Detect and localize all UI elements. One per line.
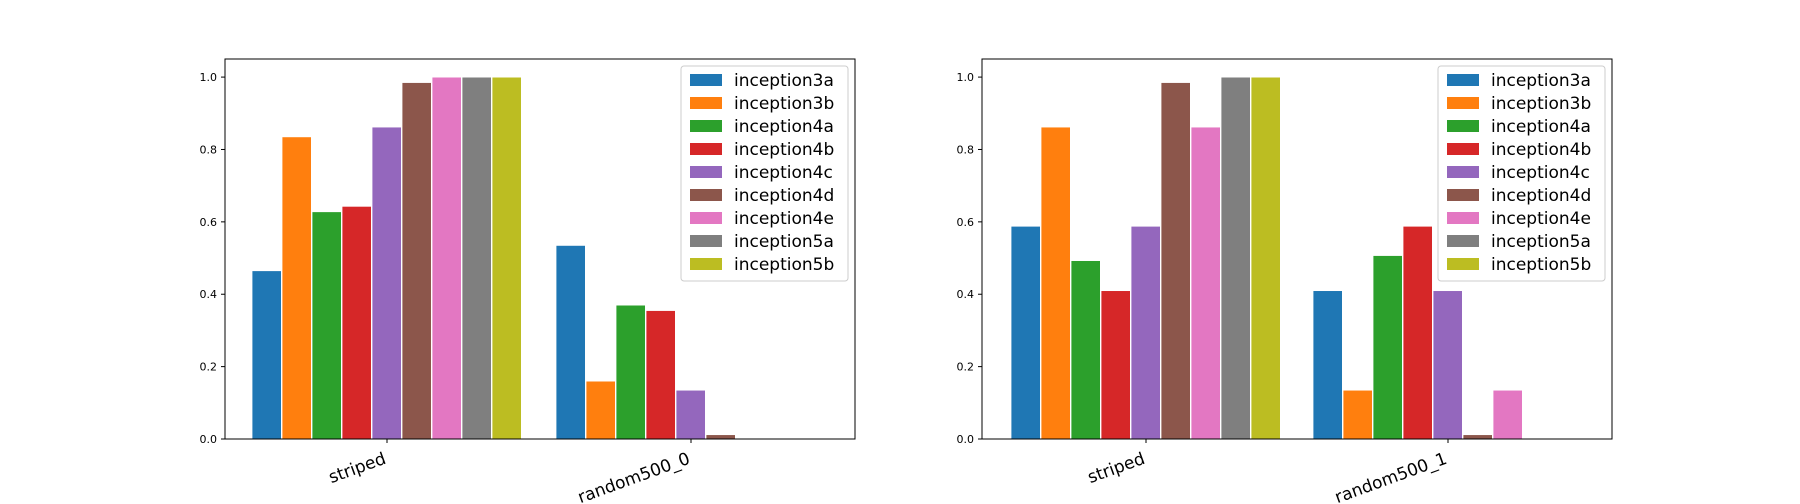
bar-inception3a-striped — [251, 270, 282, 440]
bar-inception4a-random500_1 — [1372, 255, 1403, 440]
legend-swatch — [690, 235, 722, 247]
bar-inception4d-striped — [1160, 82, 1191, 440]
legend-label: inception4c — [734, 163, 833, 183]
legend-label: inception3a — [734, 71, 834, 91]
bar-inception5b-striped — [1250, 76, 1281, 440]
legend-label: inception4b — [1491, 140, 1591, 160]
legend-swatch — [1447, 74, 1479, 86]
axes-frame — [224, 58, 856, 440]
bars-group — [251, 76, 736, 440]
chart-right: 0.00.20.40.60.81.0 striped random500_1 in… — [957, 58, 1613, 504]
y-tick-label: 0.8 — [957, 143, 975, 156]
bar-inception5a-striped — [461, 76, 492, 440]
y-tick-label: 0.6 — [200, 216, 218, 229]
bar-inception4c-random500_0 — [675, 389, 706, 440]
y-tick-label: 0.2 — [200, 361, 218, 374]
legend-label: inception5a — [1491, 232, 1591, 252]
y-tick-label: 0.0 — [200, 433, 218, 446]
y-tick-label: 0.4 — [200, 288, 218, 301]
bar-inception4c-striped — [371, 126, 402, 440]
legend-swatch — [1447, 143, 1479, 155]
legend-swatch — [690, 189, 722, 201]
legend-swatch — [690, 120, 722, 132]
legend-label: inception4e — [734, 209, 834, 229]
bar-inception3a-random500_1 — [1312, 290, 1343, 440]
y-axis: 0.0 0.2 0.4 0.6 0.8 1.0 — [957, 71, 982, 446]
legend-swatch — [690, 166, 722, 178]
bar-inception4a-random500_0 — [615, 304, 646, 440]
bar-inception4b-random500_0 — [645, 310, 676, 440]
bar-inception4e-striped — [1190, 126, 1221, 440]
legend-swatch — [690, 258, 722, 270]
bar-inception4d-random500_0 — [705, 434, 736, 440]
y-tick-label: 0.0 — [957, 433, 975, 446]
legend-swatch — [1447, 166, 1479, 178]
legend-swatch — [1447, 97, 1479, 109]
bar-inception4c-random500_1 — [1432, 290, 1463, 440]
bar-inception4a-striped — [311, 211, 342, 440]
bar-inception3b-striped — [281, 136, 312, 440]
bar-inception3b-striped — [1040, 126, 1071, 440]
legend-label: inception4a — [1491, 117, 1591, 137]
legend: inception3a inception3b inception4a incepti… — [680, 65, 849, 282]
chart-left: 0.00.20.40.60.81.0 striped random500_0 in… — [200, 58, 856, 504]
legend-swatch — [1447, 120, 1479, 132]
bar-inception4b-striped — [1100, 290, 1131, 440]
legend-label: inception4d — [1491, 186, 1591, 206]
bar-inception5a-striped — [1220, 76, 1251, 440]
legend-swatch — [690, 97, 722, 109]
bar-inception3a-striped — [1010, 225, 1041, 440]
bar-inception3a-random500_0 — [555, 244, 586, 440]
bar-inception4e-striped — [431, 76, 462, 440]
bar-inception3b-random500_0 — [585, 380, 616, 440]
y-tick-label: 1.0 — [957, 71, 975, 84]
legend-frame — [1437, 65, 1606, 282]
legend-label: inception4b — [734, 140, 834, 160]
bar-inception4e-random500_1 — [1492, 389, 1523, 440]
bar-inception3b-random500_1 — [1342, 389, 1373, 440]
legend-label: inception3a — [1491, 71, 1591, 91]
legend: inception3a inception3b inception4a incepti… — [1437, 65, 1606, 282]
legend-swatch — [1447, 235, 1479, 247]
bar-inception4d-striped — [401, 82, 432, 440]
bar-inception4b-random500_1 — [1402, 225, 1433, 440]
y-tick-label: 0.8 — [200, 143, 218, 156]
legend-swatch — [1447, 258, 1479, 270]
bar-inception4d-random500_1 — [1462, 434, 1493, 440]
bars-group — [1010, 76, 1523, 440]
y-axis: 0.0 0.2 0.4 0.6 0.8 1.0 — [200, 71, 225, 446]
axes-frame — [981, 58, 1613, 440]
bar-inception4b-striped — [341, 205, 372, 440]
legend-label: inception4e — [1491, 209, 1591, 229]
legend-label: inception5a — [734, 232, 834, 252]
legend-swatch — [1447, 189, 1479, 201]
legend-label: inception3b — [734, 94, 834, 114]
legend-label: inception3b — [1491, 94, 1591, 114]
legend-label: inception4d — [734, 186, 834, 206]
legend-swatch — [690, 143, 722, 155]
y-tick-label: 0.2 — [957, 361, 975, 374]
legend-swatch — [690, 212, 722, 224]
bar-inception5b-striped — [491, 76, 522, 440]
legend-label: inception4c — [1491, 163, 1590, 183]
legend-swatch — [690, 74, 722, 86]
legend-label: inception4a — [734, 117, 834, 137]
legend-frame — [680, 65, 849, 282]
legend-label: inception5b — [734, 255, 834, 275]
bar-inception4a-striped — [1070, 260, 1101, 440]
legend-label: inception5b — [1491, 255, 1591, 275]
y-tick-label: 0.4 — [957, 288, 975, 301]
y-tick-label: 1.0 — [200, 71, 218, 84]
y-tick-label: 0.6 — [957, 216, 975, 229]
legend-swatch — [1447, 212, 1479, 224]
bar-inception4c-striped — [1130, 225, 1161, 440]
